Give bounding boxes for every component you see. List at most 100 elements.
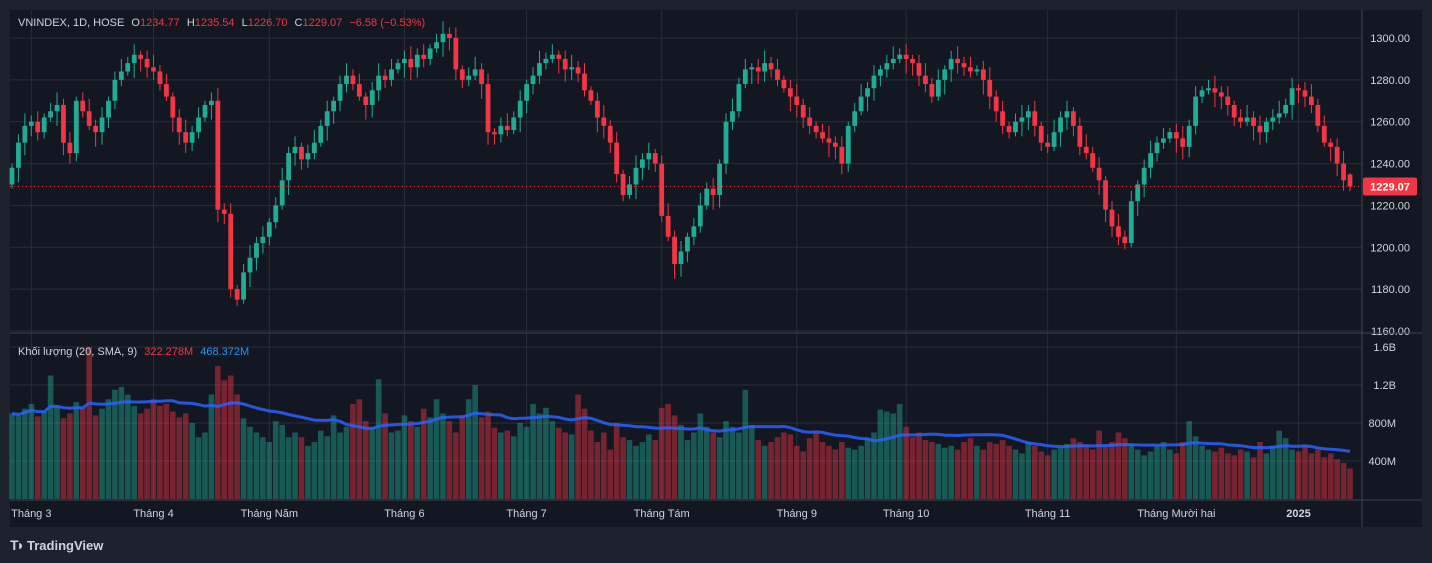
candle-body bbox=[1321, 125, 1327, 143]
candle-body bbox=[1025, 111, 1031, 118]
candle-body bbox=[1148, 153, 1153, 168]
volume-bar bbox=[1154, 445, 1160, 499]
candle-body bbox=[1064, 111, 1070, 118]
volume-legend: Khối lượng (20, SMA, 9) 322.278M 468.372… bbox=[18, 346, 253, 358]
candle-body bbox=[1032, 111, 1038, 126]
volume-bar bbox=[601, 432, 607, 499]
price-tick-label: 1300.00 bbox=[1370, 33, 1410, 45]
candle-body bbox=[1218, 92, 1224, 97]
candle-body bbox=[106, 100, 111, 118]
candle-body bbox=[807, 117, 813, 126]
volume-bar bbox=[1025, 442, 1032, 499]
time-tick-label: Tháng 6 bbox=[384, 508, 424, 520]
volume-bar bbox=[305, 445, 311, 499]
volume-bar bbox=[22, 408, 28, 499]
candle-body bbox=[659, 163, 665, 216]
last-price-label-bg bbox=[1363, 177, 1417, 196]
volume-bar bbox=[234, 394, 240, 499]
volume-bar bbox=[1102, 445, 1109, 499]
candle-body bbox=[530, 75, 536, 85]
volume-bar bbox=[1270, 445, 1276, 499]
candle-body bbox=[1341, 163, 1346, 181]
volume-bar bbox=[1064, 443, 1070, 499]
candle-body bbox=[382, 75, 388, 80]
volume-bar bbox=[1263, 453, 1270, 499]
volume-bar bbox=[626, 440, 633, 499]
candle-body bbox=[286, 153, 292, 181]
last-price-label: 1229.07 bbox=[1370, 181, 1410, 193]
volume-bar bbox=[517, 423, 523, 499]
price-tick-label: 1220.00 bbox=[1370, 200, 1410, 212]
candle-body bbox=[556, 54, 562, 59]
volume-bar bbox=[195, 437, 202, 499]
candle-body bbox=[1296, 88, 1301, 91]
candle-body bbox=[665, 215, 671, 237]
high-value: 1235.54 bbox=[194, 17, 235, 29]
volume-bar bbox=[581, 408, 588, 499]
change-value: −6.58 (−0.53%) bbox=[349, 17, 426, 29]
candle-body bbox=[504, 125, 510, 131]
volume-bar bbox=[1160, 442, 1167, 499]
volume-bar bbox=[221, 380, 228, 499]
volume-bar bbox=[755, 440, 761, 499]
candle-body bbox=[1334, 146, 1340, 164]
candle-body bbox=[93, 125, 99, 133]
candle-body bbox=[350, 75, 356, 85]
candle-body bbox=[813, 125, 819, 133]
candle-body bbox=[781, 79, 787, 89]
volume-bar bbox=[980, 449, 987, 499]
candle-body bbox=[28, 121, 34, 126]
volume-bar bbox=[99, 408, 105, 499]
candle-body bbox=[170, 96, 176, 118]
volume-bar bbox=[768, 442, 774, 499]
volume-bar bbox=[1302, 445, 1308, 499]
candle-body bbox=[209, 100, 214, 105]
volume-bar bbox=[1321, 457, 1328, 499]
candle-body bbox=[196, 117, 201, 133]
volume-bar bbox=[665, 404, 671, 499]
candle-body bbox=[138, 54, 144, 59]
candle-body bbox=[16, 142, 21, 168]
candle-body bbox=[980, 69, 986, 80]
volume-bar bbox=[1276, 430, 1283, 499]
candle-body bbox=[1328, 142, 1334, 147]
candle-body bbox=[575, 67, 581, 74]
volume-bar bbox=[9, 413, 15, 499]
volume-bar bbox=[163, 404, 170, 499]
volume-bar bbox=[1315, 449, 1321, 499]
volume-bar bbox=[1295, 451, 1302, 499]
volume-bar bbox=[427, 417, 433, 499]
candle-body bbox=[1263, 121, 1269, 133]
volume-bar bbox=[202, 432, 208, 499]
candle-body bbox=[144, 58, 150, 68]
time-tick-label: Tháng 9 bbox=[777, 508, 817, 520]
candle-body bbox=[800, 104, 806, 118]
candle-body bbox=[1186, 125, 1192, 147]
volume-bar bbox=[1179, 442, 1186, 499]
volume-bar bbox=[1031, 445, 1038, 499]
close-label: C bbox=[294, 17, 303, 29]
volume-bar bbox=[896, 404, 903, 499]
time-tick-label: Tháng Mười hai bbox=[1137, 508, 1215, 520]
candle-body bbox=[189, 132, 195, 143]
volume-title: Khối lượng (20, SMA, 9) bbox=[18, 346, 138, 358]
low-label: L bbox=[241, 17, 248, 29]
candle-body bbox=[215, 100, 221, 210]
tradingview-logo[interactable]: T◗ TradingView bbox=[10, 537, 103, 553]
candle-body bbox=[260, 236, 266, 244]
volume-bar bbox=[362, 421, 369, 499]
candle-body bbox=[337, 84, 343, 101]
volume-bar bbox=[350, 404, 356, 499]
candle-body bbox=[421, 54, 427, 59]
volume-bar bbox=[742, 389, 749, 499]
volume-bar bbox=[401, 415, 408, 499]
volume-bar bbox=[832, 449, 839, 499]
volume-bar bbox=[272, 421, 279, 499]
volume-bar bbox=[311, 442, 318, 499]
candle-body bbox=[697, 205, 703, 227]
candle-body bbox=[1225, 96, 1231, 105]
volume-bar bbox=[1051, 449, 1057, 499]
candle-body bbox=[1083, 146, 1089, 154]
volume-bar bbox=[1173, 453, 1180, 499]
